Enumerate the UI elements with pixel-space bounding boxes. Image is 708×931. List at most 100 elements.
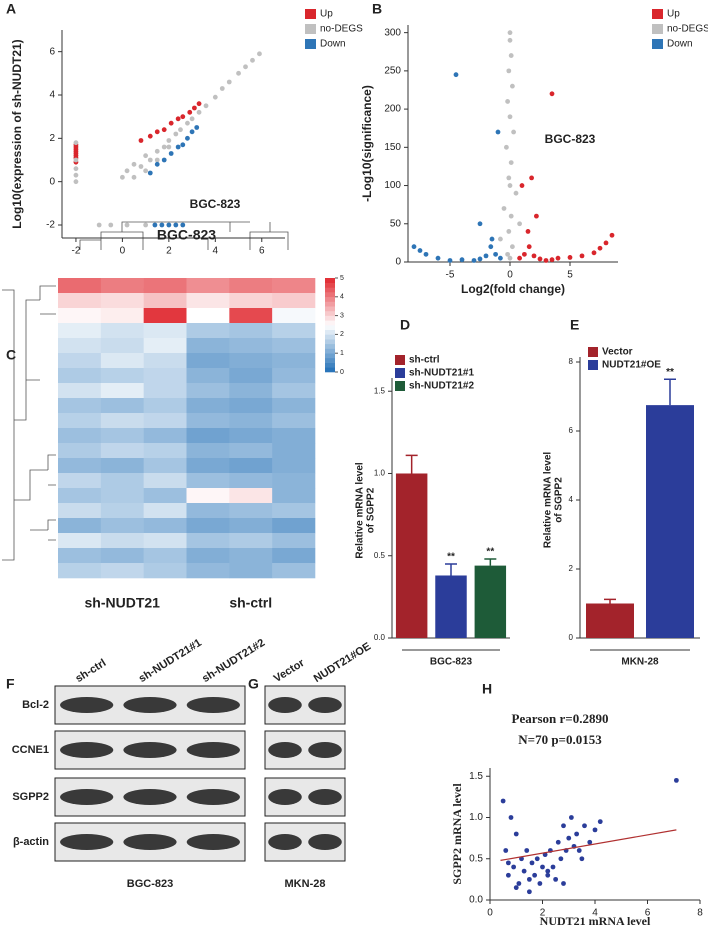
y-tick-label: 4	[49, 90, 55, 101]
row-label: β-actin	[13, 836, 49, 848]
point	[587, 839, 593, 845]
y-tick-label: 4	[569, 495, 574, 504]
bar	[435, 575, 467, 638]
heatmap-cell	[186, 488, 230, 504]
heatmap-cell	[272, 338, 316, 354]
heatmap-cell	[100, 338, 144, 354]
point	[574, 831, 580, 837]
point	[513, 885, 519, 891]
group-label: sh-ctrl	[229, 595, 272, 611]
panel-letter: H	[482, 681, 492, 697]
heatmap-cell	[186, 473, 230, 489]
y-tick-label: 0.5	[374, 551, 386, 560]
heatmap-cell	[229, 503, 273, 519]
heatmap-cell	[58, 473, 102, 489]
point	[161, 127, 167, 133]
blot-band	[123, 742, 177, 758]
point	[152, 222, 158, 228]
heatmap-cell	[229, 338, 273, 354]
lane-label: sh-NUDT21#1	[137, 637, 204, 685]
legend-swatch	[652, 24, 663, 34]
legend-swatch	[588, 347, 598, 357]
x-tick-label: 4	[592, 908, 598, 919]
point	[508, 53, 514, 58]
point	[189, 116, 195, 122]
heatmap-cell	[186, 428, 230, 444]
significance: **	[447, 552, 455, 563]
blot-band	[186, 789, 240, 805]
point	[505, 99, 510, 104]
point	[192, 105, 197, 111]
heatmap-cell	[186, 383, 230, 399]
point	[196, 101, 202, 107]
point	[550, 864, 556, 870]
point	[498, 255, 503, 261]
y-tick-label: 0.5	[469, 853, 483, 864]
point	[243, 64, 248, 70]
point	[495, 129, 501, 135]
heatmap-cell	[229, 293, 273, 309]
point	[545, 872, 551, 878]
point	[506, 229, 512, 234]
heatmap-cell	[100, 533, 144, 549]
point	[173, 131, 179, 137]
point	[459, 257, 465, 263]
x-tick-label: 6	[259, 246, 265, 257]
y-axis-title: SGPP2 mRNA level	[450, 783, 464, 885]
x-axis-title: BGC-823	[430, 657, 473, 668]
point	[178, 127, 183, 133]
point	[108, 222, 114, 228]
point	[561, 881, 566, 886]
bar	[395, 473, 428, 638]
x-tick-label: -2	[71, 246, 80, 257]
point	[549, 91, 555, 97]
point	[147, 170, 153, 176]
point	[173, 222, 179, 228]
y-tick-label: 200	[384, 104, 401, 115]
point	[549, 257, 555, 263]
legend-label: Down	[320, 39, 346, 50]
colorbar-step	[325, 329, 335, 335]
panel-letter: A	[6, 1, 16, 17]
point	[471, 258, 477, 263]
heatmap-cell	[58, 443, 102, 459]
heatmap-cell	[186, 413, 230, 429]
heatmap-cell	[186, 533, 230, 549]
heatmap-cell	[143, 428, 187, 444]
blot-band	[123, 789, 177, 805]
heatmap-cell	[100, 308, 144, 324]
heatmap-cell	[229, 383, 273, 399]
point	[147, 133, 153, 139]
heatmap-cell	[100, 323, 144, 339]
heatmap-cell	[229, 518, 273, 534]
heatmap-cell	[272, 518, 316, 534]
point	[488, 244, 494, 250]
point	[529, 175, 534, 181]
point	[532, 872, 538, 878]
heatmap-cell	[143, 563, 187, 579]
heatmap-cell	[186, 293, 230, 309]
point	[517, 221, 522, 227]
y-tick-label: 1.5	[469, 771, 483, 782]
heatmap-title: BGC-823	[157, 227, 216, 243]
heatmap-cell	[143, 338, 187, 354]
legend-label: Down	[667, 39, 693, 50]
heatmap-cell	[229, 353, 273, 369]
bar	[474, 565, 507, 638]
point	[566, 835, 572, 841]
point	[250, 57, 255, 63]
blot-band	[186, 697, 240, 713]
colorbar-label: 5	[340, 275, 344, 282]
point	[166, 138, 172, 143]
blot-label: MKN-28	[285, 878, 326, 890]
x-tick-label: 2	[540, 908, 546, 919]
y-tick-label: 0	[569, 633, 574, 642]
y-tick-label: 6	[569, 426, 574, 435]
y-tick-label: 1.0	[374, 469, 386, 478]
point	[506, 68, 512, 74]
point	[534, 213, 539, 219]
point	[411, 244, 417, 250]
point	[219, 86, 225, 91]
annotation: BGC-823	[545, 132, 596, 146]
heatmap-cell	[100, 503, 144, 519]
